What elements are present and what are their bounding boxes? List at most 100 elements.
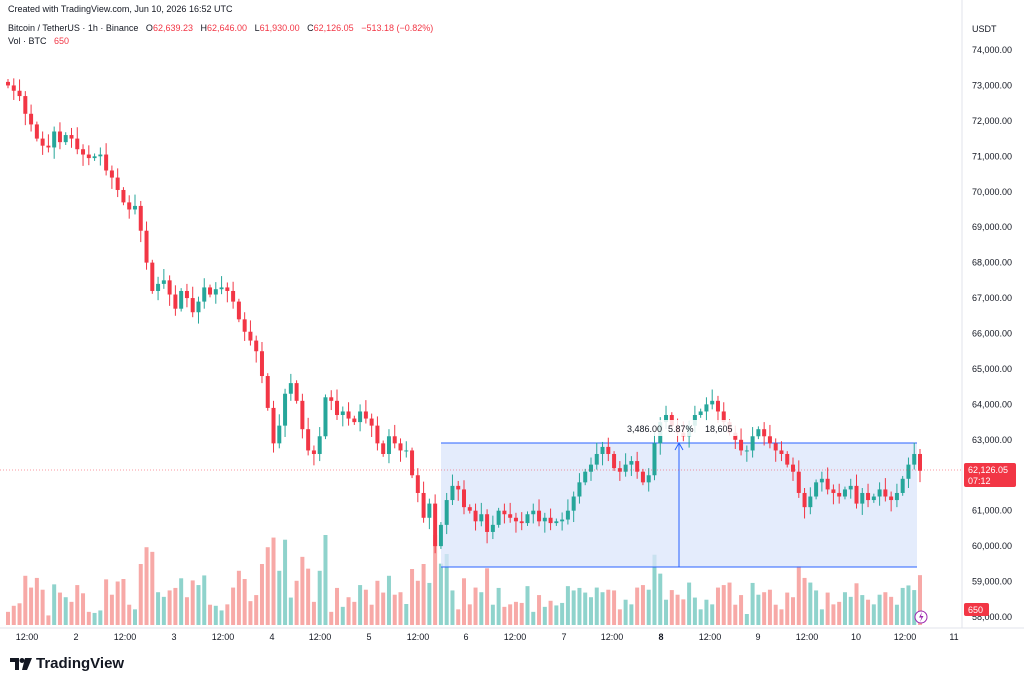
- volume-bar: [467, 604, 472, 625]
- price-tick-label: 59,000.00: [972, 577, 1012, 587]
- tradingview-logo[interactable]: TradingView: [10, 655, 124, 672]
- volume-bar: [537, 595, 542, 625]
- last-price-tag: 62,126.05 07:12: [964, 463, 1016, 487]
- candle-body: [225, 287, 230, 291]
- candle-body: [900, 478, 905, 493]
- volume-bar: [918, 575, 922, 625]
- candle-body: [565, 510, 570, 520]
- volume-bar: [427, 582, 432, 625]
- volume-bar: [236, 570, 241, 625]
- lightning-icon[interactable]: [914, 610, 928, 624]
- candle-body: [150, 262, 155, 291]
- created-caption: Created with TradingView.com, Jun 10, 20…: [8, 4, 233, 14]
- volume-bar: [808, 582, 813, 625]
- candle-body: [202, 287, 207, 302]
- volume-bar: [358, 585, 363, 625]
- volume-bar: [404, 604, 409, 625]
- volume-bar: [687, 582, 692, 625]
- candle-body: [548, 517, 553, 524]
- volume-bar: [265, 547, 270, 625]
- candle-body: [612, 453, 617, 469]
- candle-body: [271, 407, 276, 444]
- price-chart[interactable]: 3,486.00 5.87% 18,605 74,000.00 73,000.00…: [0, 0, 1024, 645]
- volume-bar: [369, 604, 374, 625]
- volume-bar: [69, 601, 74, 625]
- volume-bar: [410, 569, 415, 625]
- candle-body: [866, 492, 871, 501]
- price-tick-label: 74,000.00: [972, 45, 1012, 55]
- candle-body: [733, 432, 738, 440]
- volume-bar: [144, 547, 149, 625]
- candle-body: [421, 492, 426, 518]
- volume-bar: [121, 579, 126, 625]
- candle-body: [375, 425, 380, 444]
- volume-bar: [814, 590, 819, 625]
- candle-body: [311, 450, 316, 454]
- price-tick-label: 72,000.00: [972, 116, 1012, 126]
- time-tick-label: 7: [561, 632, 566, 642]
- time-tick-label: 8: [658, 632, 663, 642]
- volume-bar: [225, 604, 230, 625]
- volume-bar: [646, 589, 651, 625]
- volume-bar: [710, 604, 715, 625]
- volume-bar: [283, 539, 288, 625]
- candle-body: [63, 135, 68, 143]
- time-tick-label: 12:00: [601, 632, 624, 642]
- measure-label-left: 3,486.00: [627, 424, 662, 434]
- change-value: −513.18 (−0.82%): [361, 23, 434, 33]
- candle-body: [814, 482, 819, 497]
- time-tick-label: 11: [949, 632, 958, 642]
- candle-body: [617, 468, 622, 472]
- volume-bar: [444, 554, 449, 625]
- volume-bar: [652, 554, 657, 625]
- price-tick-label: 60,000.00: [972, 541, 1012, 551]
- volume-bar: [548, 600, 553, 625]
- symbol-title[interactable]: Bitcoin / TetherUS · 1h · Binance: [8, 23, 139, 33]
- volume-bar: [617, 609, 622, 625]
- measure-label-right: 18,605: [705, 424, 733, 434]
- candle-body: [444, 500, 449, 525]
- volume-bar: [23, 575, 28, 625]
- volume-bar: [744, 614, 749, 625]
- candle-body: [554, 521, 559, 524]
- candle-body: [259, 351, 264, 377]
- time-tick-label: 12:00: [504, 632, 527, 642]
- candle-body: [81, 149, 86, 155]
- candle-body: [127, 202, 132, 210]
- volume-tag-bg: [964, 603, 989, 616]
- tradingview-wordmark: TradingView: [36, 655, 125, 672]
- volume-bar: [496, 587, 501, 625]
- candle-body: [831, 489, 836, 493]
- volume-bar: [664, 599, 669, 625]
- candle-body: [848, 485, 853, 490]
- candle-body: [144, 230, 149, 263]
- candle-body: [98, 154, 103, 157]
- volume-bar: [398, 592, 403, 625]
- volume-bar: [877, 594, 882, 625]
- volume-bar: [231, 587, 236, 625]
- candle-body: [744, 450, 749, 452]
- countdown-value: 07:12: [968, 476, 991, 486]
- volume-bar: [300, 556, 305, 625]
- volume-bar: [721, 585, 726, 625]
- volume-bar: [560, 602, 565, 625]
- volume-bar: [883, 592, 888, 625]
- candle-body: [635, 461, 640, 472]
- candle-body: [109, 170, 114, 178]
- candle-body: [918, 453, 922, 471]
- volume-label[interactable]: Vol · BTC: [8, 36, 47, 46]
- time-tick-label: 4: [269, 632, 274, 642]
- volume-bar: [57, 592, 62, 625]
- volume-bar: [132, 609, 137, 625]
- candle-body: [462, 489, 466, 508]
- candle-body: [352, 418, 357, 423]
- volume-bar: [577, 587, 582, 625]
- price-tick-label: 71,000.00: [972, 151, 1012, 161]
- volume-bar: [438, 563, 443, 625]
- time-tick-label: 2: [73, 632, 78, 642]
- volume-bar: [871, 604, 876, 625]
- candle-body: [791, 464, 796, 472]
- candle-body: [179, 290, 184, 309]
- candle-body: [92, 156, 97, 159]
- volume-bar: [900, 587, 905, 625]
